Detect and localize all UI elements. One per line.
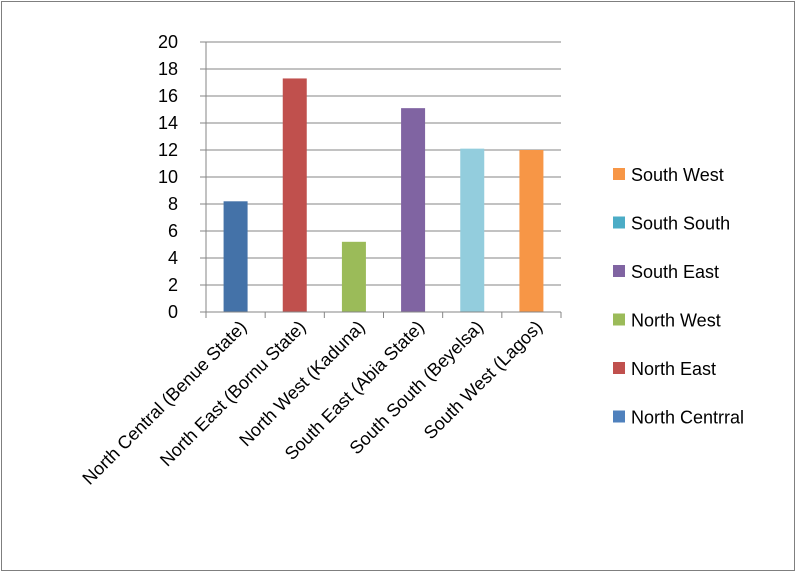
y-tick-label: 16 [158, 86, 178, 106]
legend-swatch [613, 168, 625, 180]
gridlines [206, 41, 561, 286]
y-tick-labels: 0 2 4 6 8 10 12 14 16 18 20 [158, 32, 178, 322]
legend-swatch [613, 410, 625, 423]
y-tick-label: 18 [158, 59, 178, 79]
legend-swatch [613, 362, 625, 374]
legend-swatch [613, 313, 625, 326]
x-tick-labels: North Central (Benue State)North East (B… [78, 317, 546, 489]
bar-6 [519, 150, 544, 312]
y-tick-label: 4 [168, 248, 178, 268]
legend-label: South South [631, 214, 730, 234]
bar-1 [223, 201, 248, 312]
legend-label: South East [631, 262, 719, 282]
bar-2 [282, 78, 307, 312]
y-tick-label: 10 [158, 167, 178, 187]
y-tick-label: 14 [158, 113, 178, 133]
legend-swatch [613, 216, 625, 229]
axes [200, 41, 562, 318]
y-tick-label: 2 [168, 275, 178, 295]
bar-3 [341, 241, 366, 312]
legend-label: North Centrral [631, 408, 744, 428]
y-tick-label: 6 [168, 221, 178, 241]
legend-swatch [613, 265, 625, 277]
y-tick-label: 20 [158, 32, 178, 52]
bar-4 [401, 108, 426, 313]
y-tick-label: 12 [158, 140, 178, 160]
bars [223, 78, 544, 313]
bar-5 [460, 148, 485, 312]
x-tick-label: South West (Lagos) [420, 317, 546, 443]
y-tick-label: 8 [168, 194, 178, 214]
legend-label: North East [631, 359, 716, 379]
legend-label: North West [631, 311, 721, 331]
y-tick-label: 0 [168, 302, 178, 322]
legend: South West South South South East North Wes… [613, 165, 744, 428]
legend-label: South West [631, 165, 724, 185]
